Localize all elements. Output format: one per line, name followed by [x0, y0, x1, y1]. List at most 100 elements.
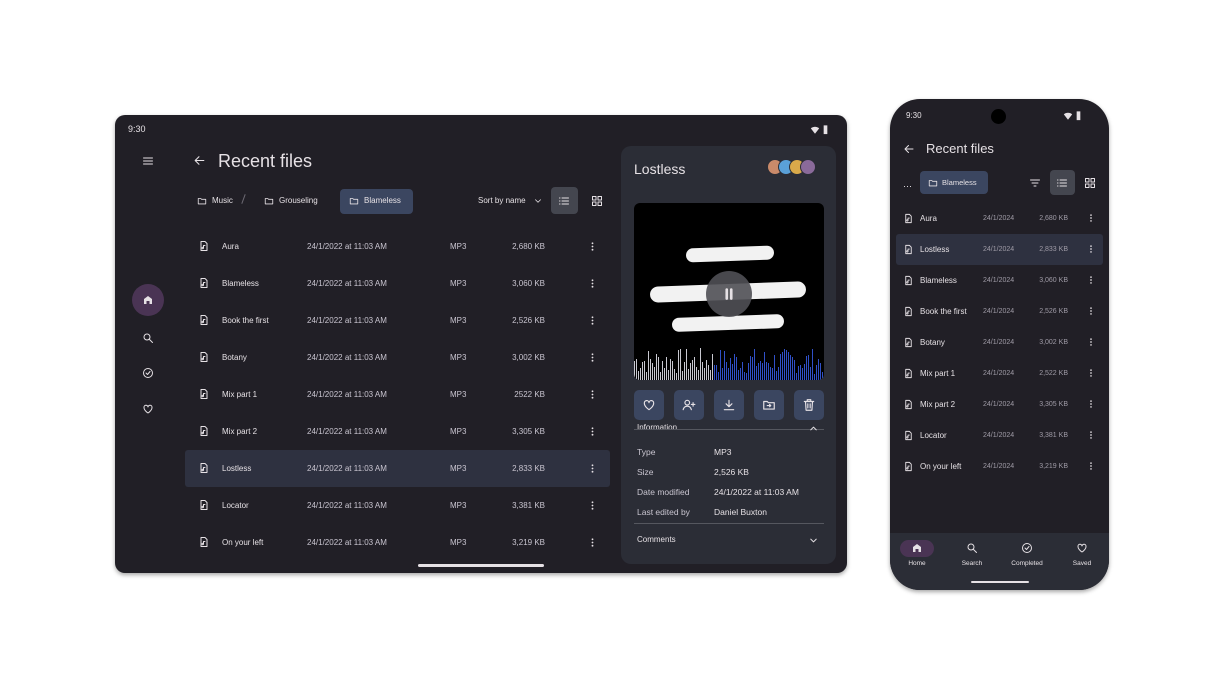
more-button[interactable] — [1086, 399, 1096, 409]
breadcrumb-chip[interactable] — [340, 189, 413, 214]
file-name[interactable]: Botany — [920, 338, 945, 347]
icon-shape — [591, 359, 594, 362]
file-name[interactable]: Blameless — [222, 279, 259, 288]
phone-frame: 9:30 Recent files ⋯ Blameless Aura 24/1/202… — [890, 99, 1109, 590]
more-button[interactable] — [587, 241, 598, 252]
action-button[interactable] — [634, 390, 664, 420]
more-button[interactable] — [587, 389, 598, 400]
file-name[interactable]: Blameless — [920, 276, 957, 285]
more-button[interactable] — [1086, 213, 1096, 223]
icon-shape — [591, 470, 594, 473]
file-icon — [200, 426, 208, 436]
nav-label[interactable]: Saved — [1072, 560, 1092, 567]
file-name[interactable]: Mix part 2 — [222, 427, 258, 436]
more-button[interactable] — [1086, 461, 1096, 471]
nav-icon[interactable] — [1076, 542, 1088, 554]
breadcrumb-chip[interactable] — [920, 171, 988, 194]
file-name[interactable]: Aura — [920, 214, 937, 223]
sort-button[interactable] — [1029, 177, 1041, 189]
back-button[interactable] — [193, 154, 206, 167]
icon-shape — [591, 507, 594, 510]
more-button[interactable] — [1086, 368, 1096, 378]
back-button[interactable] — [903, 143, 915, 155]
row-highlight[interactable] — [896, 234, 1103, 265]
breadcrumb[interactable]: Blameless — [942, 178, 977, 187]
more-button[interactable] — [1086, 430, 1096, 440]
file-name[interactable]: Locator — [920, 431, 947, 440]
file-name[interactable]: Mix part 1 — [222, 390, 258, 399]
battery-icon — [823, 125, 828, 135]
row-highlight[interactable] — [185, 450, 610, 487]
more-button[interactable] — [587, 352, 598, 363]
nav-label[interactable]: Home — [908, 560, 926, 567]
waveform-bar — [660, 372, 661, 380]
file-icon — [200, 537, 208, 547]
menu-button[interactable] — [142, 155, 154, 167]
nav-label[interactable]: Search — [961, 560, 983, 567]
waveform-bar — [798, 365, 799, 380]
grid-toggle[interactable] — [1084, 177, 1096, 189]
nav-saved[interactable] — [142, 403, 154, 415]
more-button[interactable] — [587, 426, 598, 437]
action-button[interactable] — [794, 390, 824, 420]
waveform-bar — [712, 353, 713, 380]
more-button[interactable] — [587, 463, 598, 474]
waveform-bar — [684, 362, 685, 380]
waveform-bar — [642, 362, 643, 380]
icon-shape — [1090, 437, 1092, 439]
waveform-bar — [634, 361, 635, 380]
breadcrumb[interactable]: Music — [212, 196, 233, 205]
more-button[interactable] — [1086, 275, 1096, 285]
info-label: Date modified — [637, 487, 690, 497]
icon-shape — [591, 541, 594, 544]
more-button[interactable] — [1086, 337, 1096, 347]
breadcrumb[interactable]: Grouseling — [279, 196, 318, 205]
icon-shape — [591, 279, 594, 282]
nav-completed[interactable] — [142, 367, 154, 379]
file-type: MP3 — [450, 316, 467, 325]
folder-icon — [928, 180, 938, 187]
expand-chevron[interactable] — [808, 535, 819, 546]
overflow-dots[interactable]: ⋯ — [903, 181, 912, 191]
file-date: 24/1/2022 at 11:03 AM — [307, 501, 387, 510]
icon-shape — [905, 244, 912, 255]
file-name[interactable]: Book the first — [222, 316, 269, 325]
file-name[interactable]: Botany — [222, 353, 247, 362]
section-header[interactable]: Information — [637, 423, 678, 432]
file-name[interactable]: Aura — [222, 242, 239, 251]
more-button[interactable] — [587, 537, 598, 548]
collapse-chevron[interactable] — [808, 423, 819, 434]
nav-icon[interactable] — [966, 542, 978, 554]
grid-toggle[interactable] — [591, 195, 603, 207]
file-name[interactable]: Lostless — [920, 245, 950, 254]
nav-search[interactable] — [142, 332, 154, 344]
more-button[interactable] — [587, 315, 598, 326]
more-button[interactable] — [587, 278, 598, 289]
file-date: 24/1/2024 — [983, 215, 1015, 222]
more-button[interactable] — [1086, 244, 1096, 254]
file-name[interactable]: Book the first — [920, 307, 967, 316]
file-type: MP3 — [450, 538, 467, 547]
more-button[interactable] — [587, 500, 598, 511]
comments-header[interactable]: Comments — [637, 535, 676, 544]
icon-shape — [145, 371, 151, 375]
status-time: 9:30 — [128, 124, 146, 134]
file-name[interactable]: On your left — [920, 462, 962, 471]
nav-icon[interactable] — [1021, 542, 1033, 554]
play-button[interactable] — [706, 271, 752, 317]
icon-shape — [200, 352, 208, 362]
sort-chevron[interactable] — [533, 196, 543, 206]
icon-shape — [201, 430, 206, 435]
file-name[interactable]: Lostless — [222, 464, 252, 473]
file-name[interactable]: On your left — [222, 538, 264, 547]
nav-icon[interactable] — [911, 542, 923, 554]
icon-shape — [200, 389, 208, 399]
file-name[interactable]: Mix part 1 — [920, 369, 956, 378]
file-name[interactable]: Mix part 2 — [920, 400, 956, 409]
sort-button[interactable]: Sort by name — [478, 196, 526, 205]
nav-label[interactable]: Completed — [1011, 560, 1043, 567]
file-name[interactable]: Locator — [222, 501, 249, 510]
breadcrumb[interactable]: Blameless — [364, 196, 401, 205]
nav-home[interactable] — [142, 294, 154, 306]
more-button[interactable] — [1086, 306, 1096, 316]
